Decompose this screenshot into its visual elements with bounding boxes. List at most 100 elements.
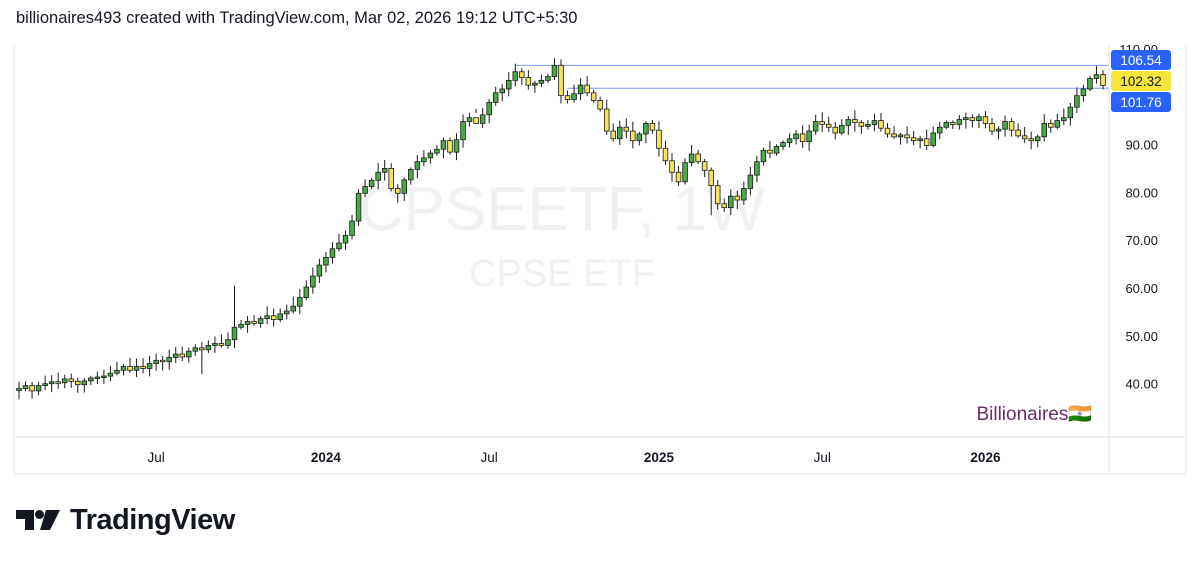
candle[interactable] (806, 124, 812, 151)
candle[interactable] (721, 198, 728, 212)
candle[interactable] (577, 78, 584, 101)
candle[interactable] (381, 160, 388, 181)
candle[interactable] (525, 70, 532, 90)
candle[interactable] (133, 358, 140, 378)
candle[interactable] (401, 177, 408, 202)
candle[interactable] (270, 308, 277, 327)
candle[interactable] (1002, 115, 1008, 137)
candle[interactable] (251, 315, 257, 326)
candle[interactable] (55, 372, 61, 389)
candle[interactable] (303, 280, 310, 301)
candle[interactable] (825, 116, 832, 132)
candle[interactable] (617, 120, 623, 146)
candle[interactable] (636, 131, 643, 146)
candle[interactable] (819, 112, 825, 133)
candle[interactable] (897, 132, 904, 145)
candle[interactable] (610, 123, 616, 142)
candle[interactable] (146, 355, 153, 377)
candle[interactable] (865, 120, 871, 130)
candle[interactable] (29, 381, 35, 399)
candle[interactable] (1074, 87, 1080, 113)
candle[interactable] (603, 99, 610, 135)
candle[interactable] (264, 306, 270, 325)
candle[interactable] (336, 234, 342, 252)
candle[interactable] (532, 80, 538, 93)
candle[interactable] (1054, 113, 1061, 130)
candle[interactable] (238, 319, 244, 330)
candle[interactable] (1061, 108, 1067, 126)
candle[interactable] (375, 162, 381, 190)
candle[interactable] (244, 316, 251, 333)
candle[interactable] (212, 336, 218, 353)
candle[interactable] (878, 112, 884, 132)
candle[interactable] (101, 369, 107, 384)
candle[interactable] (571, 84, 577, 103)
candle[interactable] (362, 179, 368, 198)
candle[interactable] (329, 242, 336, 264)
candle[interactable] (630, 121, 636, 149)
candle[interactable] (192, 344, 199, 356)
candle[interactable] (297, 289, 303, 315)
candle[interactable] (16, 381, 22, 400)
candle[interactable] (995, 126, 1002, 140)
candle[interactable] (499, 84, 505, 102)
candle[interactable] (94, 371, 101, 385)
candle[interactable] (492, 86, 499, 106)
candle[interactable] (48, 375, 55, 393)
candle[interactable] (323, 252, 329, 273)
candle[interactable] (414, 154, 421, 179)
candle[interactable] (728, 189, 734, 216)
candle[interactable] (88, 375, 94, 386)
candle[interactable] (1015, 123, 1021, 138)
candle[interactable] (1067, 103, 1074, 126)
candle[interactable] (473, 108, 479, 124)
candle[interactable] (466, 112, 473, 127)
candle[interactable] (1100, 70, 1106, 90)
candle[interactable] (225, 332, 231, 349)
candle[interactable] (682, 158, 688, 185)
candle[interactable] (127, 357, 133, 373)
candle[interactable] (786, 133, 793, 148)
candle[interactable] (799, 125, 806, 149)
candle[interactable] (643, 121, 649, 144)
candle[interactable] (81, 378, 88, 393)
candle[interactable] (989, 117, 995, 136)
candle[interactable] (590, 89, 597, 103)
candle[interactable] (930, 126, 936, 148)
candle[interactable] (1093, 66, 1100, 84)
candle[interactable] (1021, 127, 1028, 143)
candle[interactable] (558, 59, 564, 104)
candle[interactable] (597, 96, 603, 112)
candle[interactable] (179, 346, 186, 361)
candle[interactable] (649, 120, 656, 134)
candle[interactable] (584, 76, 590, 97)
candle[interactable] (61, 374, 68, 389)
candle[interactable] (1080, 84, 1087, 102)
candle[interactable] (277, 308, 283, 323)
candle[interactable] (884, 123, 891, 138)
candle[interactable] (166, 349, 172, 370)
candle[interactable] (623, 118, 630, 139)
candle[interactable] (871, 113, 878, 132)
candle[interactable] (186, 347, 192, 363)
candle[interactable] (839, 119, 845, 136)
candle[interactable] (460, 114, 466, 148)
candle[interactable] (1034, 134, 1041, 148)
candle[interactable] (388, 163, 394, 192)
candle[interactable] (283, 304, 290, 320)
candle[interactable] (290, 296, 297, 314)
candle[interactable] (22, 381, 29, 392)
candle[interactable] (153, 353, 159, 371)
candle[interactable] (479, 107, 486, 128)
candle[interactable] (205, 340, 212, 354)
candle[interactable] (1041, 114, 1047, 142)
candle[interactable] (310, 267, 316, 294)
candle[interactable] (316, 258, 323, 283)
candle[interactable] (708, 167, 714, 216)
candle[interactable] (394, 184, 401, 203)
candle[interactable] (675, 166, 682, 186)
candle[interactable] (447, 137, 453, 155)
candle[interactable] (793, 129, 799, 145)
candle[interactable] (904, 126, 910, 144)
candle[interactable] (936, 121, 943, 140)
